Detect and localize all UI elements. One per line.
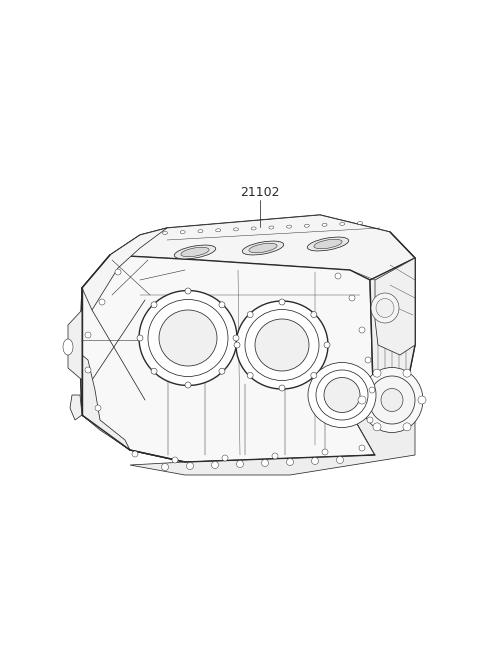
Ellipse shape <box>336 457 344 464</box>
Ellipse shape <box>279 299 285 305</box>
Ellipse shape <box>63 339 73 355</box>
Ellipse shape <box>272 453 278 459</box>
Polygon shape <box>82 228 167 310</box>
Ellipse shape <box>180 231 185 234</box>
Ellipse shape <box>324 377 360 413</box>
Ellipse shape <box>247 373 253 379</box>
Ellipse shape <box>369 376 415 424</box>
Ellipse shape <box>99 299 105 305</box>
Ellipse shape <box>242 241 284 255</box>
Ellipse shape <box>181 248 209 257</box>
Ellipse shape <box>236 301 328 389</box>
Ellipse shape <box>233 335 239 341</box>
Ellipse shape <box>316 370 368 420</box>
Polygon shape <box>70 395 82 420</box>
Text: 21102: 21102 <box>240 185 280 198</box>
Ellipse shape <box>247 312 253 318</box>
Ellipse shape <box>172 457 178 463</box>
Ellipse shape <box>322 223 327 227</box>
Ellipse shape <box>161 464 168 470</box>
Polygon shape <box>80 215 415 462</box>
Ellipse shape <box>381 388 403 411</box>
Ellipse shape <box>216 229 221 232</box>
Ellipse shape <box>369 387 375 393</box>
Ellipse shape <box>287 458 293 466</box>
Ellipse shape <box>371 293 399 323</box>
Ellipse shape <box>376 299 394 318</box>
Ellipse shape <box>85 332 91 338</box>
Ellipse shape <box>174 245 216 259</box>
Ellipse shape <box>115 269 121 275</box>
Polygon shape <box>68 310 82 380</box>
Ellipse shape <box>311 373 317 379</box>
Ellipse shape <box>349 295 355 301</box>
Ellipse shape <box>151 302 157 308</box>
Ellipse shape <box>308 362 376 428</box>
Ellipse shape <box>132 451 138 457</box>
Ellipse shape <box>219 368 225 374</box>
Ellipse shape <box>373 423 381 431</box>
Ellipse shape <box>139 291 237 386</box>
Ellipse shape <box>245 310 319 381</box>
Ellipse shape <box>159 310 217 366</box>
Ellipse shape <box>187 462 193 470</box>
Ellipse shape <box>137 335 143 341</box>
Ellipse shape <box>311 312 317 318</box>
Ellipse shape <box>148 299 228 377</box>
Ellipse shape <box>185 288 191 294</box>
Ellipse shape <box>95 405 101 411</box>
Ellipse shape <box>359 327 365 333</box>
Ellipse shape <box>340 223 345 225</box>
Ellipse shape <box>312 457 319 464</box>
Ellipse shape <box>418 396 426 404</box>
Ellipse shape <box>335 273 341 279</box>
Ellipse shape <box>85 367 91 373</box>
Polygon shape <box>130 380 415 475</box>
Ellipse shape <box>403 369 411 377</box>
Ellipse shape <box>163 231 168 234</box>
Ellipse shape <box>358 221 362 225</box>
Ellipse shape <box>185 382 191 388</box>
Polygon shape <box>110 215 415 280</box>
Ellipse shape <box>403 423 411 431</box>
Ellipse shape <box>262 460 268 466</box>
Ellipse shape <box>365 357 371 363</box>
Ellipse shape <box>198 230 203 233</box>
Ellipse shape <box>279 385 285 391</box>
Ellipse shape <box>324 342 330 348</box>
Ellipse shape <box>234 342 240 348</box>
Ellipse shape <box>359 445 365 451</box>
Ellipse shape <box>358 396 366 404</box>
Ellipse shape <box>304 224 309 227</box>
Ellipse shape <box>373 369 381 377</box>
Ellipse shape <box>249 243 277 253</box>
Ellipse shape <box>233 228 239 231</box>
Ellipse shape <box>255 319 309 371</box>
Ellipse shape <box>219 302 225 308</box>
Polygon shape <box>82 355 130 450</box>
Polygon shape <box>355 258 415 455</box>
Ellipse shape <box>307 237 348 251</box>
Ellipse shape <box>222 455 228 461</box>
Polygon shape <box>375 258 415 355</box>
Ellipse shape <box>251 227 256 230</box>
Ellipse shape <box>287 225 291 228</box>
Ellipse shape <box>269 226 274 229</box>
Ellipse shape <box>367 417 373 423</box>
Ellipse shape <box>361 367 423 432</box>
Ellipse shape <box>212 462 218 468</box>
Ellipse shape <box>237 460 243 468</box>
Ellipse shape <box>151 368 157 374</box>
Ellipse shape <box>322 449 328 455</box>
Ellipse shape <box>314 239 342 249</box>
Polygon shape <box>80 255 375 462</box>
